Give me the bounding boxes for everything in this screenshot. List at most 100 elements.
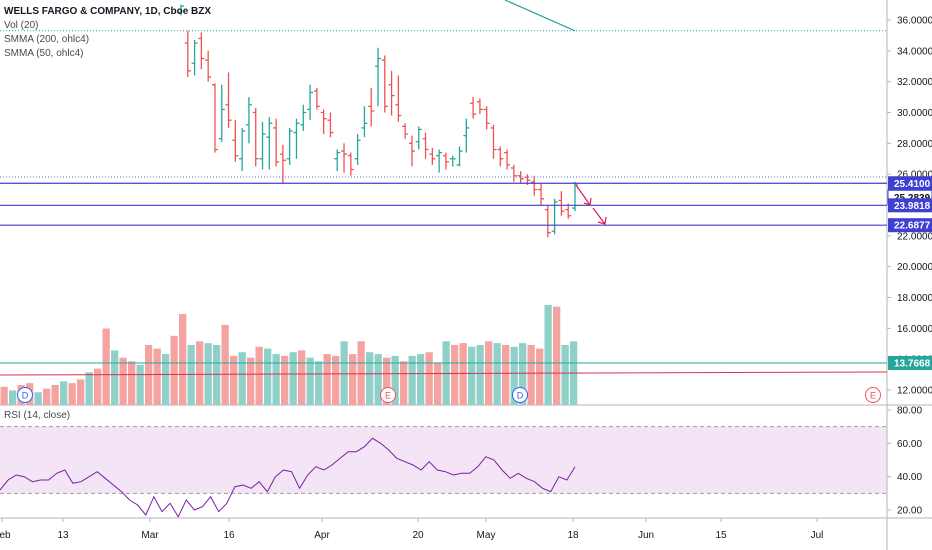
overlays bbox=[0, 0, 888, 376]
arrow-two-head bbox=[597, 216, 607, 225]
event-marker-letter: D bbox=[517, 391, 524, 401]
volume-bar bbox=[170, 335, 178, 405]
volume-bar bbox=[60, 381, 68, 405]
volume-bar bbox=[255, 346, 263, 405]
event-marker-dividend: D bbox=[17, 387, 33, 403]
volume-bar bbox=[289, 352, 297, 405]
event-marker-circle bbox=[17, 387, 33, 403]
candlesticks bbox=[178, 4, 578, 238]
volume-bar bbox=[43, 388, 51, 405]
arrow-two bbox=[592, 207, 606, 225]
volume-bar bbox=[85, 372, 93, 405]
rsi-legend[interactable]: RSI (14, close) bbox=[4, 410, 71, 421]
price-label-text: 23.9818 bbox=[894, 201, 931, 212]
price-tick-label: 32.0000 bbox=[897, 77, 932, 88]
event-marker-letter: E bbox=[385, 391, 391, 401]
volume-bar bbox=[544, 304, 552, 405]
price-axis[interactable]: 36.0000 34.0000 32.0000 30.0000 28.0000 26.00… bbox=[887, 16, 932, 517]
time-tick-label: Jun bbox=[638, 530, 654, 541]
price-label-text: 13.7668 bbox=[894, 359, 931, 370]
volume-bar bbox=[272, 354, 280, 405]
rsi-tick-label: 40.00 bbox=[897, 472, 922, 483]
price-label-text: 22.6877 bbox=[894, 221, 931, 232]
time-tick-label: 13 bbox=[57, 530, 69, 541]
volume-bar bbox=[315, 361, 323, 405]
volume-bar bbox=[77, 379, 85, 405]
volume-bar bbox=[519, 343, 527, 405]
indicator-volume[interactable]: Vol (20) bbox=[4, 20, 39, 31]
volume-bar bbox=[459, 343, 467, 405]
volume-bar bbox=[136, 364, 144, 405]
chart-legend[interactable]: WELLS FARGO & COMPANY, 1D, Cboe BZX Vol … bbox=[4, 5, 211, 61]
price-tick-label: 20.0000 bbox=[897, 262, 932, 273]
volume-bar bbox=[162, 354, 170, 405]
volume-bar bbox=[119, 357, 127, 405]
rsi-series bbox=[0, 437, 576, 518]
event-marker-circle bbox=[512, 387, 528, 403]
event-marker-letter: D bbox=[22, 391, 29, 401]
volume-bar bbox=[340, 341, 348, 405]
volume-bar bbox=[221, 324, 229, 405]
volume-bar bbox=[425, 352, 433, 405]
time-tick-label: Apr bbox=[314, 530, 330, 541]
volume-bar bbox=[502, 344, 510, 405]
volume-bar bbox=[349, 354, 357, 405]
volume-bar bbox=[298, 350, 306, 405]
rsi-tick-label: 80.00 bbox=[897, 406, 922, 417]
rsi-tick-label: 60.00 bbox=[897, 439, 922, 450]
arrow-one-head bbox=[583, 197, 592, 206]
price-tick-label: 28.0000 bbox=[897, 139, 932, 150]
symbol-title[interactable]: WELLS FARGO & COMPANY, 1D, Cboe BZX bbox=[4, 6, 212, 17]
volume-bar bbox=[247, 357, 255, 405]
volume-bars bbox=[0, 304, 578, 405]
indicator-smma-200[interactable]: SMMA (200, ohlc4) bbox=[4, 34, 90, 45]
indicator-smma-50[interactable]: SMMA (50, ohlc4) bbox=[4, 48, 84, 59]
event-marker-letter: E bbox=[870, 391, 876, 401]
volume-bar bbox=[153, 348, 161, 405]
volume-bar bbox=[196, 341, 204, 405]
volume-bar bbox=[417, 354, 425, 405]
time-axis[interactable]: Feb 13 Mar 16 Apr 20 May 18 Jun 15 Jul bbox=[0, 518, 823, 541]
price-label-text: 25.4100 bbox=[894, 179, 931, 190]
price-label-4: 13.7668 bbox=[888, 356, 932, 370]
volume-bar bbox=[468, 346, 476, 405]
price-tick-label: 26.0000 bbox=[897, 170, 932, 181]
volume-bar bbox=[187, 344, 195, 405]
smma50-line bbox=[0, 371, 888, 376]
volume-bar bbox=[357, 341, 365, 405]
rsi-tick-label: 20.00 bbox=[897, 506, 922, 517]
price-label-bg bbox=[888, 218, 932, 233]
smma200-line bbox=[504, 0, 576, 32]
price-label-bg bbox=[888, 356, 932, 370]
price-tick-label: 34.0000 bbox=[897, 46, 932, 57]
volume-bar bbox=[51, 384, 59, 405]
volume-bar bbox=[0, 386, 8, 405]
time-tick-label: Mar bbox=[141, 530, 159, 541]
event-marker-earnings: E bbox=[380, 387, 396, 403]
price-tick-label: 22.0000 bbox=[897, 231, 932, 242]
volume-bar bbox=[391, 355, 399, 405]
volume-bar bbox=[527, 344, 535, 405]
price-tick-label: 16.0000 bbox=[897, 324, 932, 335]
price-tick-label: 36.0000 bbox=[897, 16, 932, 27]
volume-bar bbox=[510, 346, 518, 405]
volume-bar bbox=[9, 390, 17, 405]
volume-bar bbox=[493, 343, 501, 405]
volume-bar bbox=[476, 344, 484, 405]
time-tick-label: May bbox=[477, 530, 496, 541]
arrow-one bbox=[575, 184, 591, 206]
volume-bar bbox=[366, 352, 374, 405]
rsi-band bbox=[0, 426, 887, 494]
price-label-bg bbox=[888, 176, 932, 191]
volume-bar bbox=[383, 357, 391, 405]
volume-bar bbox=[400, 361, 408, 405]
volume-bar bbox=[102, 328, 110, 405]
price-label-bg bbox=[888, 198, 932, 213]
volume-bar bbox=[94, 368, 102, 405]
price-tick-label: 18.0000 bbox=[897, 293, 932, 304]
volume-bar bbox=[213, 344, 221, 405]
volume-bar bbox=[323, 354, 331, 405]
